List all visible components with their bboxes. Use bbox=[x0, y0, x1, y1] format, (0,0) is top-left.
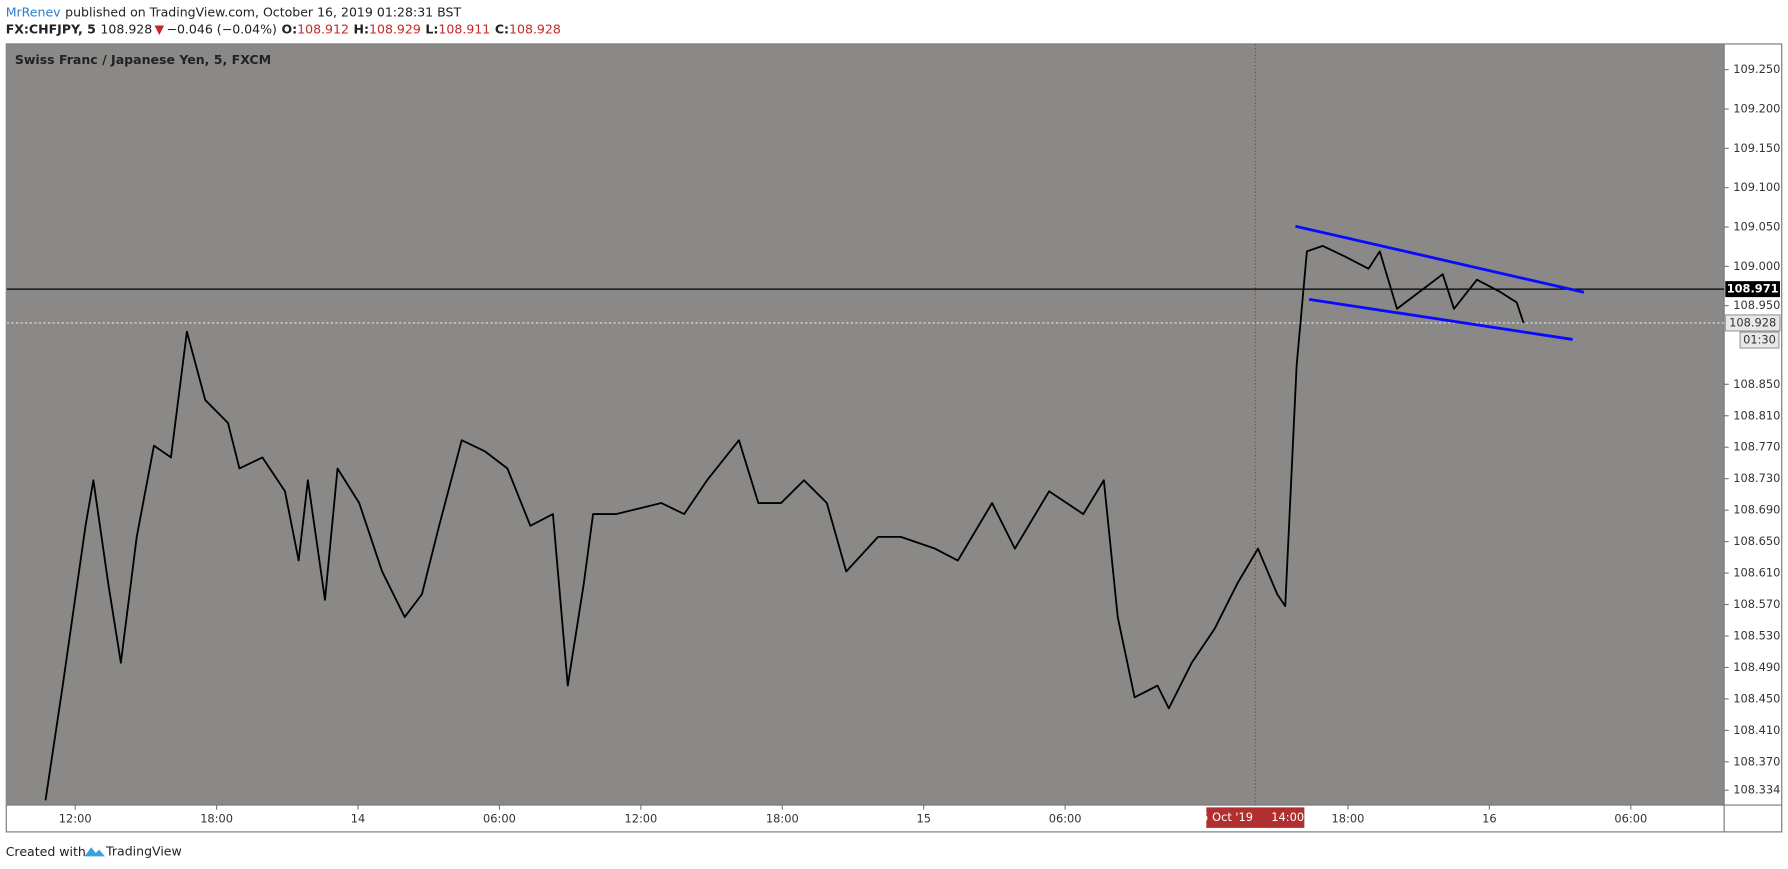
open: 108.912 bbox=[297, 21, 349, 36]
last: 108.928 bbox=[100, 21, 152, 36]
header-line-2: FX:CHFJPY, 5 108.928 ▼ −0.046 (−0.04%) O:108… bbox=[6, 21, 561, 36]
y-tick-label: 109.200 bbox=[1733, 102, 1780, 116]
x-tick-label: 18:00 bbox=[1332, 811, 1365, 825]
y-tick-label: 108.650 bbox=[1733, 534, 1780, 548]
x-tick-label: 18:00 bbox=[200, 811, 233, 825]
author: MrRenev bbox=[6, 4, 61, 19]
price-label: 108.928 bbox=[1729, 315, 1776, 329]
x-tick-label: 16 bbox=[1482, 811, 1497, 825]
y-tick-label: 108.450 bbox=[1733, 691, 1780, 705]
x-tick-label: 06:00 bbox=[1614, 811, 1647, 825]
countdown-bg bbox=[1739, 331, 1780, 349]
x-tick-label: 14 bbox=[351, 811, 366, 825]
y-tick-label: 108.570 bbox=[1733, 597, 1780, 611]
symbol: FX:CHFJPY, 5 bbox=[6, 21, 96, 36]
x-tick-label: 18:00 bbox=[766, 811, 799, 825]
y-tick-label: 108.530 bbox=[1733, 628, 1780, 642]
y-tick-label: 108.850 bbox=[1733, 377, 1780, 391]
y-tick-label: 108.490 bbox=[1733, 660, 1780, 674]
y-tick-label: 108.810 bbox=[1733, 408, 1780, 422]
y-tick-label: 109.050 bbox=[1733, 219, 1780, 233]
x-tick-label: 06:00 bbox=[483, 811, 516, 825]
crosshair-label-bg bbox=[1206, 807, 1305, 828]
y-tick-label: 108.370 bbox=[1733, 754, 1780, 768]
price-label-bg bbox=[1725, 281, 1781, 298]
x-tick-label: 12:00 bbox=[59, 811, 92, 825]
y-tick-label: 108.950 bbox=[1733, 298, 1780, 312]
price-label: 108.971 bbox=[1727, 282, 1779, 296]
open-label: O: bbox=[281, 21, 297, 36]
plot-area bbox=[6, 44, 1725, 806]
x-tick-label: 15 bbox=[916, 811, 931, 825]
footer-brand: TradingView bbox=[105, 843, 182, 858]
price-label-bg bbox=[1724, 314, 1781, 332]
plot-layer bbox=[6, 44, 1725, 806]
arrow: ▼ bbox=[155, 21, 165, 36]
y-tick-label: 108.334 bbox=[1733, 783, 1780, 797]
high-label: H: bbox=[354, 21, 370, 36]
footer: Created with bbox=[6, 843, 86, 858]
y-tick-label: 108.730 bbox=[1733, 471, 1780, 485]
y-tick-label: 108.610 bbox=[1733, 566, 1780, 580]
close: 108.928 bbox=[509, 21, 561, 36]
trend-line bbox=[1295, 224, 1585, 294]
high: 108.929 bbox=[369, 21, 421, 36]
y-tick-label: 109.000 bbox=[1733, 259, 1780, 273]
y-tick-label: 109.250 bbox=[1733, 62, 1780, 76]
y-tick-label: 109.150 bbox=[1733, 141, 1780, 155]
footer-created: Created with bbox=[6, 843, 86, 858]
y-tick-label: 108.770 bbox=[1733, 440, 1780, 454]
crosshair-date: 15 Oct '19 bbox=[1194, 810, 1253, 824]
chart-title: Swiss Franc / Japanese Yen, 5, FXCM bbox=[15, 52, 271, 67]
published: published on TradingView.com, October 16… bbox=[65, 4, 461, 19]
y-tick-label: 108.410 bbox=[1733, 723, 1780, 737]
header-line-1: MrRenev published on TradingView.com, Oct… bbox=[6, 4, 462, 19]
low: 108.911 bbox=[438, 21, 490, 36]
low-label: L: bbox=[425, 21, 438, 36]
crosshair-time: 14:00 bbox=[1271, 810, 1304, 824]
countdown: 01:30 bbox=[1743, 333, 1776, 347]
y-tick-label: 109.100 bbox=[1733, 180, 1780, 194]
x-tick-label: 06:00 bbox=[1049, 811, 1082, 825]
trend-line bbox=[1308, 297, 1573, 341]
close-label: C: bbox=[495, 21, 509, 36]
y-tick-label: 108.690 bbox=[1733, 503, 1780, 517]
x-tick-label: 12:00 bbox=[624, 811, 657, 825]
price-line-series bbox=[44, 244, 1525, 801]
brand-logo bbox=[84, 847, 105, 857]
change: −0.046 (−0.04%) bbox=[166, 21, 276, 36]
